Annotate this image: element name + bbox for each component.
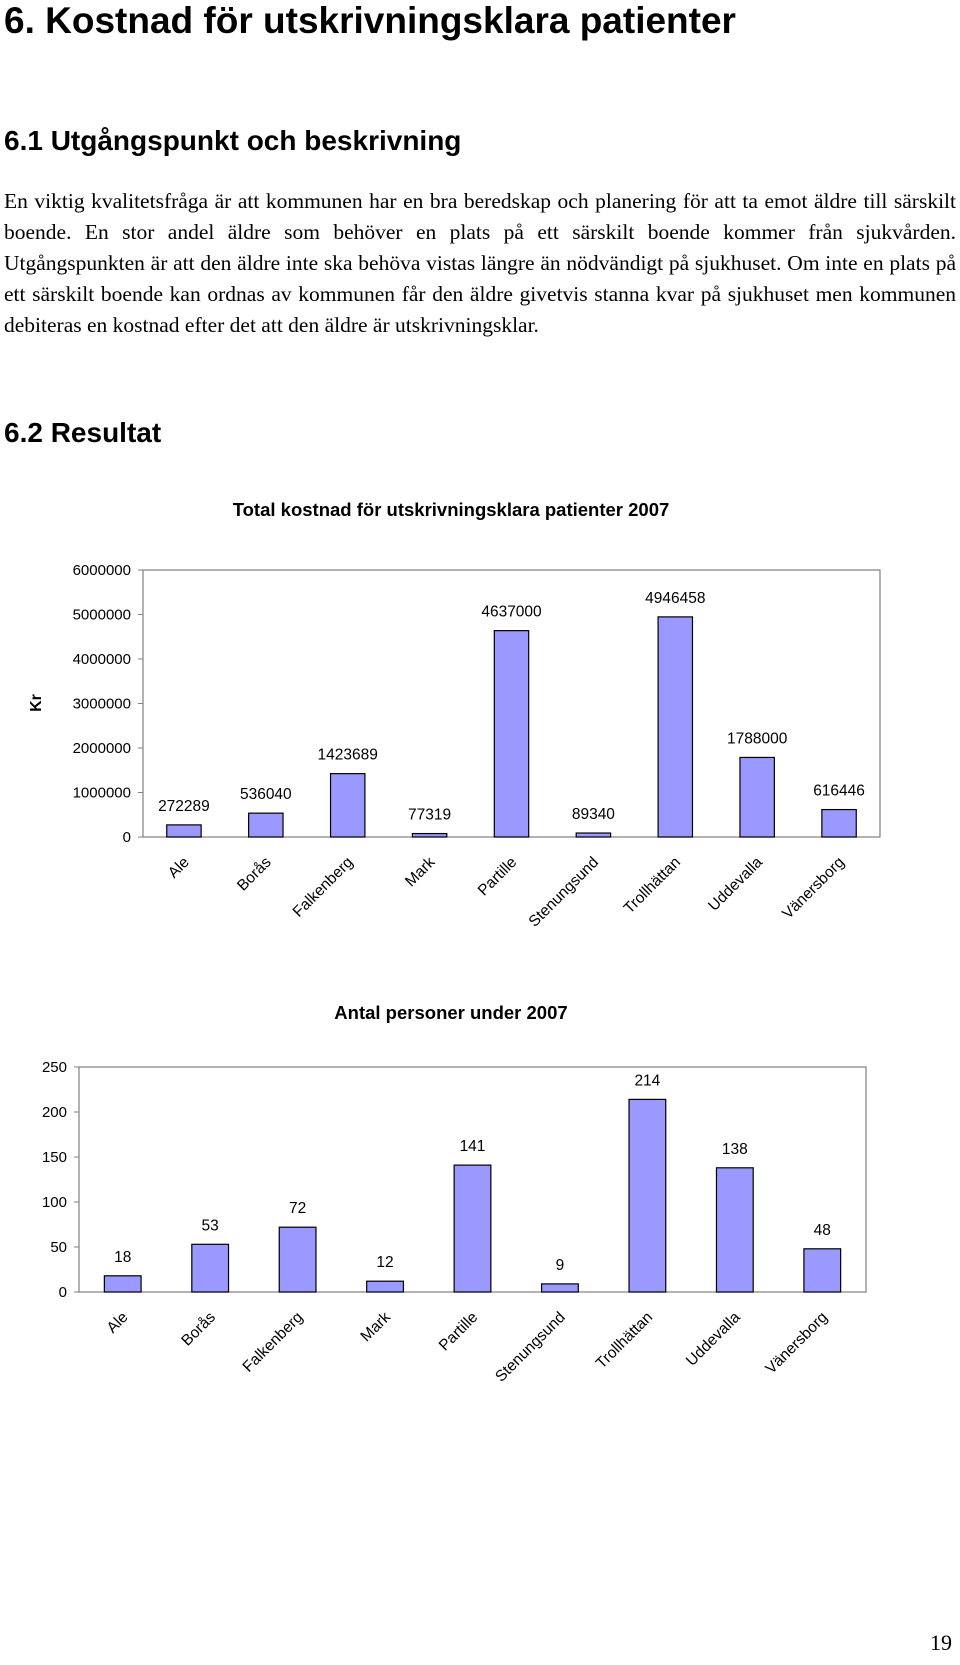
cost-chart-data-label-3: 77319: [408, 807, 451, 824]
persons-chart-bar-7: [715, 1167, 754, 1293]
persons-chart-ytick-label: 100: [42, 1194, 67, 1211]
cost-bar-chart: Total kostnad för utskrivningsklara pati…: [28, 499, 881, 931]
cost-chart-bar-8: [821, 808, 857, 838]
persons-chart-category-label-2: Falkenberg: [240, 1309, 307, 1376]
persons-chart-category-label-3: Mark: [358, 1309, 395, 1346]
cost-chart-bar-0: [166, 824, 202, 838]
persons-chart-bar-0: [103, 1275, 142, 1293]
persons-chart-ytick-label: 250: [42, 1059, 67, 1076]
persons-chart-data-label-1: 53: [202, 1217, 219, 1234]
cost-chart-ytick-label: 2000000: [73, 740, 131, 757]
section-title-6-1: 6.1 Utgångspunkt och beskrivning: [4, 125, 462, 156]
persons-chart-bar-2: [278, 1226, 317, 1293]
persons-chart-ytick-label: 50: [50, 1239, 67, 1256]
persons-chart-data-label-2: 72: [289, 1200, 306, 1217]
persons-chart-data-label-8: 48: [814, 1222, 831, 1239]
persons-chart-category-label-7: Uddevalla: [683, 1309, 744, 1370]
cost-chart-data-label-7: 1788000: [727, 730, 788, 747]
cost-chart-data-label-4: 4637000: [481, 604, 542, 621]
cost-chart-ytick-label: 6000000: [73, 562, 131, 579]
persons-chart-ytick-label: 200: [42, 1104, 67, 1121]
cost-chart-category-label-4: Partille: [475, 854, 521, 900]
persons-chart-title: Antal personer under 2007: [334, 1002, 567, 1023]
section-body-text: En viktig kvalitetsfråga är att kommunen…: [4, 189, 956, 337]
cost-chart-bar-2: [329, 773, 366, 838]
persons-chart-bar-4: [453, 1164, 492, 1293]
cost-chart-data-label-0: 272289: [158, 798, 210, 815]
cost-chart-category-label-8: Vänersborg: [779, 854, 848, 923]
cost-chart-title: Total kostnad för utskrivningsklara pati…: [233, 499, 670, 520]
cost-chart-category-label-2: Falkenberg: [290, 854, 357, 921]
cost-chart-category-label-0: Ale: [165, 854, 193, 882]
persons-bar-chart: Antal personer under 2007 0 50 100 150 200 250…: [42, 1002, 867, 1386]
persons-chart-category-label-5: Stenungsund: [492, 1309, 569, 1386]
cost-chart-ytick-label: 3000000: [73, 696, 131, 713]
persons-chart-category-label-6: Trollhättan: [593, 1309, 656, 1372]
section-title-6-2: 6.2 Resultat: [4, 417, 162, 448]
page-heading: 6. Kostnad för utskrivningsklara patient…: [4, 0, 736, 41]
cost-chart-bar-1: [248, 812, 284, 838]
persons-chart-bar-6: [628, 1098, 667, 1293]
persons-chart-category-label-8: Vänersborg: [762, 1309, 831, 1378]
persons-chart-data-label-6: 214: [634, 1072, 660, 1089]
persons-chart-category-label-0: Ale: [104, 1309, 132, 1337]
persons-chart-ytick-label: 0: [59, 1284, 67, 1301]
persons-chart-data-label-7: 138: [722, 1141, 748, 1158]
cost-chart-data-label-5: 89340: [572, 806, 615, 823]
cost-chart-category-label-7: Uddevalla: [705, 854, 766, 915]
persons-chart-bar-3: [366, 1280, 405, 1293]
persons-chart-data-label-0: 18: [114, 1249, 131, 1266]
persons-chart-category-label-4: Partille: [436, 1309, 482, 1355]
page-number: 19: [930, 1630, 952, 1655]
cost-chart-bar-6: [657, 616, 694, 838]
cost-chart-ytick-label: 5000000: [73, 607, 131, 624]
cost-chart-category-label-1: Borås: [234, 854, 275, 895]
cost-chart-category-label-5: Stenungsund: [526, 854, 603, 931]
cost-chart-data-label-1: 536040: [240, 786, 292, 803]
cost-chart-ytick-label: 1000000: [73, 785, 131, 802]
cost-chart-data-label-2: 1423689: [318, 747, 378, 764]
cost-chart-bar-5: [575, 832, 612, 838]
cost-chart-data-label-6: 4946458: [645, 590, 705, 607]
cost-chart-bar-3: [411, 832, 448, 838]
persons-chart-bar-1: [191, 1243, 230, 1293]
persons-chart-ytick-label: 150: [42, 1149, 67, 1166]
persons-chart-data-label-3: 12: [376, 1254, 393, 1271]
persons-chart-data-label-5: 9: [556, 1257, 565, 1274]
cost-chart-ytick-label: 0: [123, 829, 131, 846]
cost-chart-bar-7: [739, 756, 775, 838]
cost-chart-ytick-label: 4000000: [73, 651, 131, 668]
persons-chart-bar-8: [803, 1248, 842, 1293]
persons-chart-bar-5: [540, 1283, 579, 1293]
cost-chart-data-label-8: 616446: [813, 783, 865, 800]
cost-chart-category-label-3: Mark: [402, 854, 439, 891]
cost-chart-category-label-6: Trollhättan: [621, 854, 684, 917]
persons-chart-category-label-1: Borås: [178, 1309, 219, 1350]
cost-chart-ylabel: Kr: [28, 694, 45, 712]
persons-chart-data-label-4: 141: [460, 1138, 486, 1155]
cost-chart-bar-4: [493, 630, 530, 838]
